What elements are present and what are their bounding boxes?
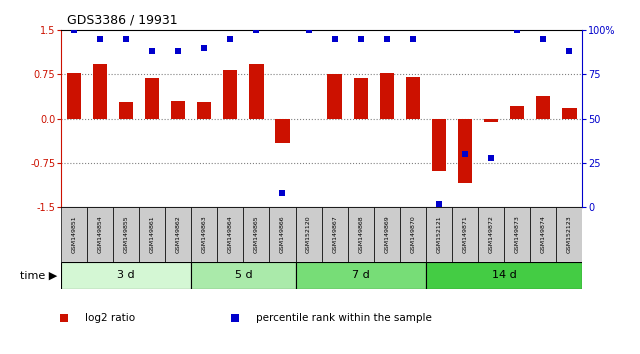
Bar — [484, 119, 499, 121]
Bar — [400, 207, 426, 262]
Bar — [243, 207, 269, 262]
Bar — [478, 207, 504, 262]
Text: GSM152123: GSM152123 — [567, 216, 572, 253]
Bar — [218, 207, 243, 262]
Bar — [348, 207, 374, 262]
Point — [538, 36, 548, 42]
Text: GSM149870: GSM149870 — [410, 216, 415, 253]
Bar — [87, 207, 113, 262]
Text: GSM149867: GSM149867 — [332, 216, 337, 253]
Text: GSM152120: GSM152120 — [306, 216, 311, 253]
Point — [225, 36, 236, 42]
Bar — [458, 119, 472, 183]
Text: 14 d: 14 d — [492, 270, 516, 280]
Text: GSM149866: GSM149866 — [280, 216, 285, 253]
Bar — [504, 207, 531, 262]
Text: GSM149869: GSM149869 — [384, 216, 389, 253]
Bar — [275, 119, 290, 143]
Bar — [165, 207, 191, 262]
Bar — [510, 105, 524, 119]
Bar — [171, 101, 186, 119]
Text: GSM149861: GSM149861 — [150, 216, 155, 253]
Bar — [61, 262, 191, 289]
Text: 5 d: 5 d — [234, 270, 252, 280]
Bar — [113, 207, 139, 262]
Bar — [374, 207, 400, 262]
Text: GSM149854: GSM149854 — [97, 216, 102, 253]
Text: 7 d: 7 d — [352, 270, 369, 280]
Point — [252, 27, 262, 33]
Bar — [380, 73, 394, 119]
Text: GSM149851: GSM149851 — [71, 216, 76, 253]
Text: GSM152121: GSM152121 — [436, 216, 442, 253]
Point — [277, 190, 287, 196]
Point — [303, 27, 314, 33]
Bar — [139, 207, 165, 262]
Text: 3 d: 3 d — [117, 270, 135, 280]
Text: GSM149872: GSM149872 — [488, 216, 493, 253]
Point — [95, 36, 105, 42]
Bar — [119, 102, 133, 119]
Bar — [406, 77, 420, 119]
Text: GSM149865: GSM149865 — [254, 216, 259, 253]
Bar — [556, 207, 582, 262]
Point — [460, 151, 470, 157]
Bar — [61, 207, 87, 262]
Point — [173, 48, 183, 54]
Bar — [223, 70, 237, 119]
Bar — [191, 207, 218, 262]
Text: time ▶: time ▶ — [20, 270, 58, 280]
Point — [512, 27, 522, 33]
Text: GSM149862: GSM149862 — [175, 216, 180, 253]
Text: log2 ratio: log2 ratio — [85, 313, 136, 323]
Bar — [426, 207, 452, 262]
Point — [564, 48, 575, 54]
Bar — [328, 74, 342, 119]
Bar — [562, 108, 577, 119]
Point — [434, 201, 444, 206]
Bar — [452, 207, 478, 262]
Bar — [145, 79, 159, 119]
Bar — [191, 262, 296, 289]
Point — [147, 48, 157, 54]
Bar — [296, 207, 321, 262]
Bar — [93, 64, 107, 119]
Point — [356, 36, 366, 42]
Point — [486, 155, 496, 160]
Bar — [197, 102, 211, 119]
Bar — [249, 64, 264, 119]
Point — [408, 36, 418, 42]
Bar — [67, 73, 81, 119]
Text: GSM149855: GSM149855 — [124, 216, 129, 253]
Bar — [353, 79, 368, 119]
Bar — [269, 207, 296, 262]
Text: GSM149863: GSM149863 — [202, 216, 207, 253]
Point — [121, 36, 131, 42]
Text: GDS3386 / 19931: GDS3386 / 19931 — [67, 13, 178, 27]
Point — [330, 36, 340, 42]
Text: GSM149874: GSM149874 — [541, 216, 546, 253]
Text: GSM149868: GSM149868 — [358, 216, 364, 253]
Point — [381, 36, 392, 42]
Bar — [426, 262, 582, 289]
Point — [68, 27, 79, 33]
Text: GSM149871: GSM149871 — [463, 216, 468, 253]
Point — [199, 45, 209, 51]
Text: GSM149864: GSM149864 — [228, 216, 233, 253]
Bar — [530, 207, 556, 262]
Text: percentile rank within the sample: percentile rank within the sample — [257, 313, 432, 323]
Bar — [296, 262, 426, 289]
Text: GSM149873: GSM149873 — [515, 216, 520, 253]
Bar — [432, 119, 446, 171]
Bar — [536, 96, 550, 119]
Bar — [322, 207, 348, 262]
